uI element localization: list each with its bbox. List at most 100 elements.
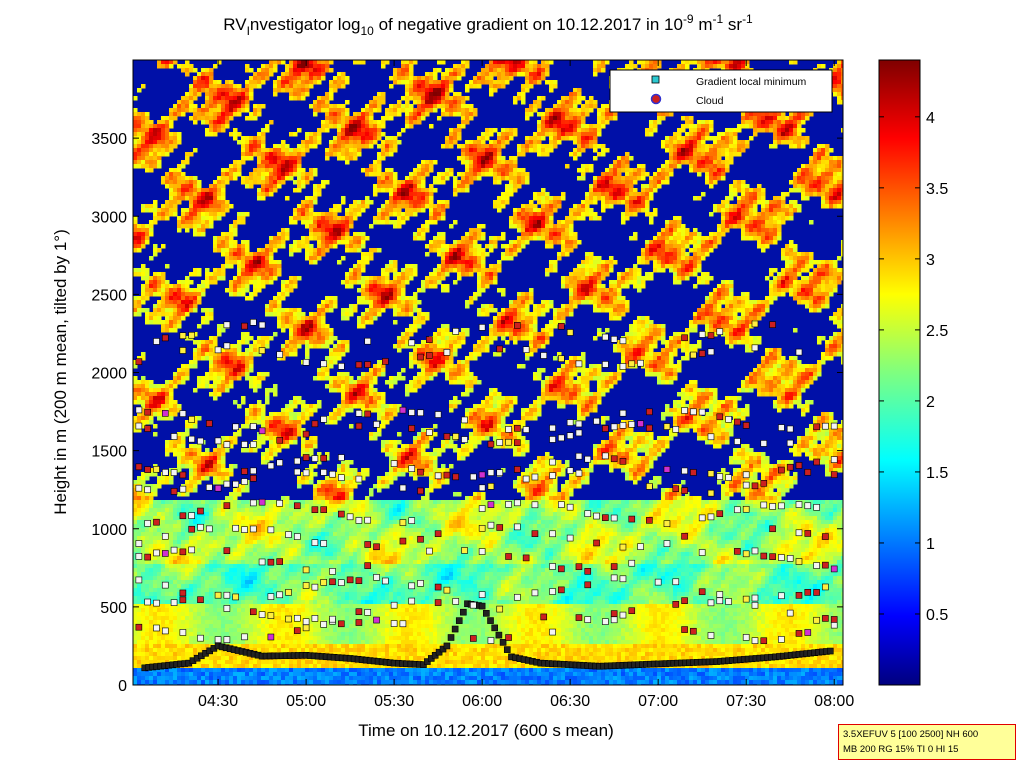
heat-cell (545, 72, 550, 77)
heat-cell (809, 176, 814, 181)
heat-cell (821, 160, 826, 165)
heat-cell (781, 276, 786, 281)
heat-cell (773, 232, 778, 237)
heat-cell (229, 84, 234, 89)
heat-cell (397, 204, 402, 209)
heat-cell (697, 264, 702, 269)
heat-cell (841, 248, 843, 253)
heat-cell (309, 224, 314, 229)
heat-cell (393, 196, 398, 201)
heat-cell (785, 252, 790, 257)
heat-cell (353, 148, 358, 153)
heat-cell (589, 192, 594, 197)
heat-cell (501, 136, 506, 141)
heat-cell (357, 232, 362, 237)
heat-cell (317, 212, 322, 217)
heat-cell (309, 144, 314, 149)
heat-cell (369, 144, 374, 149)
heat-cell (825, 168, 830, 173)
heat-cell (413, 200, 418, 205)
heat-cell (485, 152, 490, 157)
heat-cell (429, 72, 434, 77)
heat-cell (341, 84, 346, 89)
heat-cell (433, 216, 438, 221)
heat-cell (789, 208, 794, 213)
heat-cell (581, 272, 586, 277)
heat-cell (761, 196, 766, 201)
heat-cell (357, 236, 362, 241)
heat-cell (693, 244, 698, 249)
heat-cell (817, 264, 822, 269)
heat-cell (161, 272, 166, 277)
heat-cell (541, 216, 546, 221)
heat-cell (433, 240, 438, 245)
heat-cell (753, 128, 758, 133)
heat-cell (497, 148, 502, 153)
heat-cell (633, 64, 638, 69)
heat-cell (465, 160, 470, 165)
heat-cell (793, 284, 798, 289)
heat-cell (205, 72, 210, 77)
heat-cell (593, 184, 598, 189)
heat-cell (593, 280, 598, 285)
heat-cell (277, 180, 282, 185)
heat-cell (217, 84, 222, 89)
heat-cell (401, 128, 406, 133)
heat-cell (177, 200, 182, 205)
heat-cell (357, 268, 362, 273)
heat-cell (801, 268, 806, 273)
heat-cell (693, 284, 698, 289)
heat-cell (225, 240, 230, 245)
heat-cell (837, 72, 842, 77)
heat-cell (441, 268, 446, 273)
heat-cell (217, 244, 222, 249)
heat-cell (325, 224, 330, 229)
heat-cell (381, 212, 386, 217)
heat-cell (685, 140, 690, 145)
heat-cell (457, 276, 462, 281)
heat-cell (349, 144, 354, 149)
heat-cell (493, 156, 498, 161)
heat-cell (605, 268, 610, 273)
heat-cell (521, 68, 526, 73)
heat-cell (137, 240, 142, 245)
heat-cell (557, 236, 562, 241)
heat-cell (793, 176, 798, 181)
heat-cell (313, 144, 318, 149)
heat-cell (429, 192, 434, 197)
heat-cell (193, 220, 198, 225)
heat-cell (193, 180, 198, 185)
heat-cell (297, 212, 302, 217)
heat-cell (365, 112, 370, 117)
heat-cell (557, 252, 562, 257)
heat-cell (445, 100, 450, 105)
heat-cell (833, 188, 838, 193)
heat-cell (441, 104, 446, 109)
heat-cell (305, 80, 310, 85)
heat-cell (757, 192, 762, 197)
heat-cell (565, 124, 570, 129)
heat-cell (645, 132, 650, 137)
heat-cell (533, 68, 538, 73)
heat-cell (369, 140, 374, 145)
heat-cell (397, 112, 402, 117)
heat-cell (233, 92, 238, 97)
heat-cell (257, 172, 262, 177)
heat-cell (493, 240, 498, 245)
heat-cell (665, 168, 670, 173)
heat-cell (533, 232, 538, 237)
heat-cell (309, 64, 314, 69)
heat-cell (513, 212, 518, 217)
heat-cell (813, 152, 818, 157)
heat-cell (309, 136, 314, 141)
heat-cell (213, 192, 218, 197)
heat-cell (305, 248, 310, 253)
heat-cell (173, 104, 178, 109)
heat-cell (593, 212, 598, 217)
heat-cell (537, 200, 542, 205)
heat-cell (649, 212, 654, 217)
heat-cell (277, 172, 282, 177)
heat-cell (781, 112, 786, 117)
heat-cell (753, 228, 758, 233)
heat-cell (805, 168, 810, 173)
